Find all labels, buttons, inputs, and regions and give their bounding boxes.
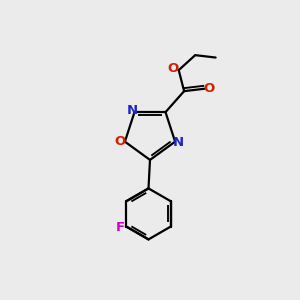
Text: O: O [204, 82, 215, 94]
Text: O: O [168, 61, 179, 74]
Text: N: N [127, 103, 138, 116]
Text: F: F [115, 221, 124, 234]
Text: O: O [115, 135, 126, 148]
Text: N: N [172, 136, 184, 149]
